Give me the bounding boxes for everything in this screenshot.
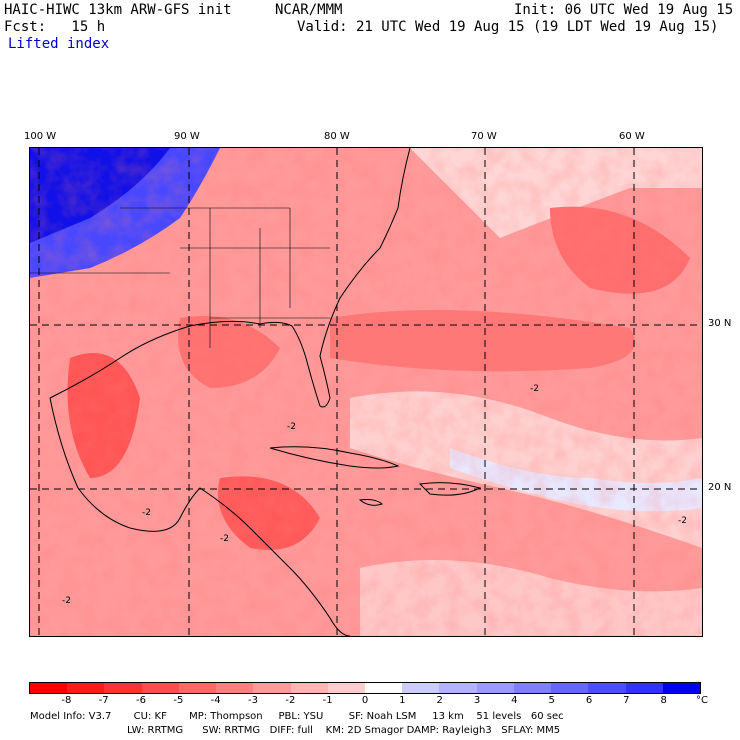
color-scale-label: -6 bbox=[136, 695, 146, 706]
color-scale-segment bbox=[513, 683, 552, 693]
color-scale-segment bbox=[216, 683, 254, 693]
color-scale-label: 8 bbox=[660, 695, 667, 706]
color-scale-label: 3 bbox=[473, 695, 481, 706]
color-scale-label: -1 bbox=[322, 695, 333, 706]
unit-label: °C bbox=[696, 695, 708, 706]
color-scale-label: -8 bbox=[61, 695, 72, 706]
color-scale-segment bbox=[30, 683, 68, 693]
texture-overlay bbox=[30, 148, 702, 636]
gulf-and-east-coastline bbox=[49, 148, 411, 408]
color-scale-segment bbox=[253, 683, 291, 693]
color-scale-segment bbox=[290, 683, 328, 693]
model-info-line-1: Model Info: V3.7 CU: KF MP: Thompson PBL… bbox=[30, 711, 564, 722]
color-scale-segment bbox=[625, 683, 663, 693]
color-scale-label: 6 bbox=[585, 695, 593, 706]
political-borders bbox=[30, 207, 330, 348]
color-scale-segment bbox=[67, 683, 105, 693]
color-scale-label: -4 bbox=[210, 695, 221, 706]
jamaica-outline bbox=[358, 499, 383, 506]
color-scale-label: 1 bbox=[399, 695, 406, 706]
color-scale-label: -2 bbox=[285, 695, 296, 706]
valid-time: Valid: 21 UTC Wed 19 Aug 15 (19 LDT Wed … bbox=[297, 19, 719, 35]
color-scale-label: -3 bbox=[248, 695, 258, 706]
color-scale-label: -7 bbox=[98, 695, 109, 706]
contour-label: -2 bbox=[142, 508, 151, 518]
contour-label: -2 bbox=[287, 422, 296, 432]
forecast-hour: Fcst: 15 h bbox=[4, 19, 106, 35]
color-scale-label: 7 bbox=[623, 695, 630, 706]
contour-label: -2 bbox=[530, 384, 539, 394]
color-scale-label: 4 bbox=[511, 695, 518, 706]
lon-label-70w: 70 W bbox=[471, 131, 497, 142]
color-scale-bar bbox=[29, 682, 701, 694]
lon-label-100w: 100 W bbox=[24, 131, 57, 142]
lifted-index-map: -2 -2 -2 -2 -2 -2 bbox=[29, 147, 703, 637]
init-time: Init: 06 UTC Wed 19 Aug 15 bbox=[514, 2, 734, 18]
color-scale-segment bbox=[402, 683, 440, 693]
color-scale-label: 2 bbox=[436, 695, 443, 706]
lon-label-90w: 90 W bbox=[174, 131, 200, 142]
contour-label: -2 bbox=[62, 596, 71, 606]
field-name: Lifted index bbox=[8, 36, 110, 52]
color-scale-segment bbox=[662, 683, 700, 693]
lon-label-60w: 60 W bbox=[619, 131, 645, 142]
color-scale-segment bbox=[476, 683, 514, 693]
model-info-line-2: LW: RRTMG SW: RRTMG DIFF: full KM: 2D Sm… bbox=[127, 725, 561, 736]
color-scale-label: 5 bbox=[548, 695, 555, 706]
lon-label-80w: 80 W bbox=[324, 131, 350, 142]
color-scale-segment bbox=[364, 683, 403, 693]
lat-label-30n: 30 N bbox=[708, 318, 732, 329]
color-scale-label: 0 bbox=[361, 695, 369, 706]
lat-label-20n: 20 N bbox=[708, 482, 732, 493]
hispaniola-outline bbox=[418, 482, 482, 496]
map-canvas: -2 -2 -2 -2 -2 -2 bbox=[30, 148, 702, 636]
color-scale-segment bbox=[141, 683, 179, 693]
color-scale-segment bbox=[104, 683, 142, 693]
color-scale-segment bbox=[327, 683, 365, 693]
color-scale-segment bbox=[439, 683, 477, 693]
contour-label: -2 bbox=[678, 516, 687, 526]
color-scale-label: -5 bbox=[173, 695, 184, 706]
model-title: HAIC-HIWC 13km ARW-GFS init bbox=[4, 2, 232, 18]
color-scale-segment bbox=[588, 683, 626, 693]
color-scale-segment bbox=[551, 683, 589, 693]
graticule bbox=[30, 148, 702, 636]
organization-label: NCAR/MMM bbox=[275, 2, 343, 18]
color-scale-segment bbox=[178, 683, 217, 693]
cuba-outline bbox=[269, 446, 400, 469]
contour-label: -2 bbox=[220, 534, 229, 544]
mexico-coastline bbox=[49, 397, 351, 636]
